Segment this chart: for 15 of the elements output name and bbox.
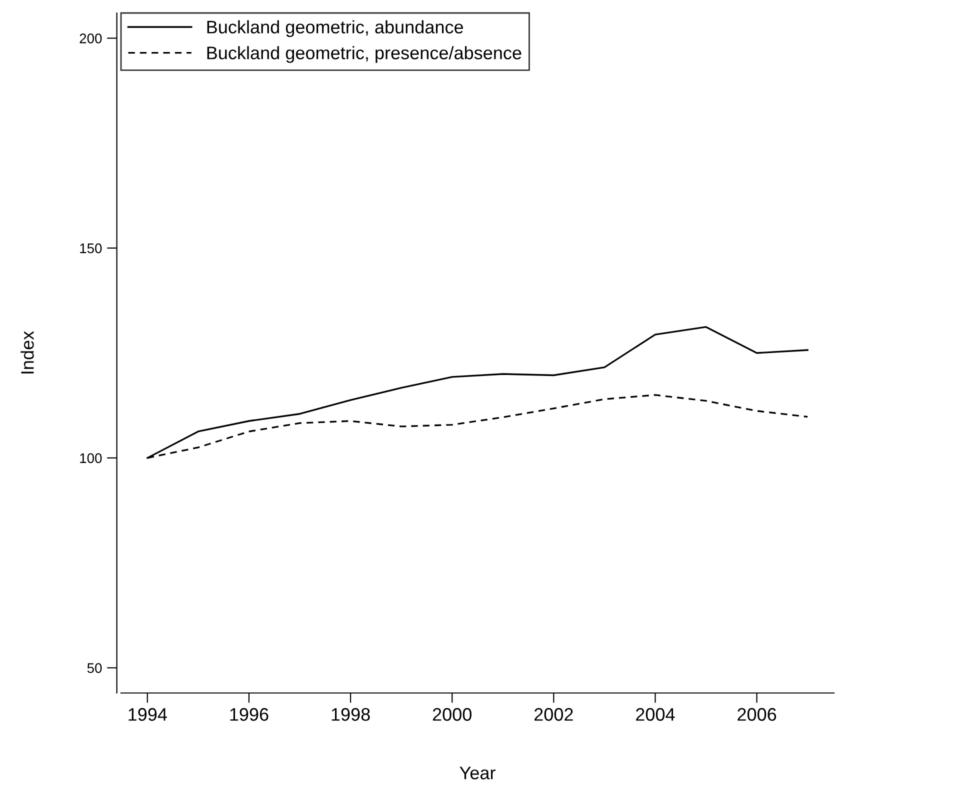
x-axis-title: Year: [460, 766, 496, 780]
x-tick-label: 2002: [534, 708, 573, 721]
x-tick-label: 1998: [332, 708, 370, 721]
x-tick-label: 1996: [230, 708, 268, 721]
legend-label: Buckland geometric, presence/absence: [207, 46, 522, 63]
x-tick-label: 2004: [636, 708, 675, 721]
x-tick-label: 1994: [128, 708, 167, 721]
legend-label: Buckland geometric, abundance: [207, 20, 464, 38]
x-tick-label: 2000: [432, 708, 472, 721]
y-axis-title: Index: [20, 331, 34, 374]
y-tick-label: 150: [80, 243, 102, 254]
y-tick-label: 200: [80, 34, 102, 44]
y-tick-label: 50: [87, 663, 102, 673]
y-tick-label: 100: [80, 453, 102, 464]
x-tick-label: 2006: [738, 708, 776, 721]
